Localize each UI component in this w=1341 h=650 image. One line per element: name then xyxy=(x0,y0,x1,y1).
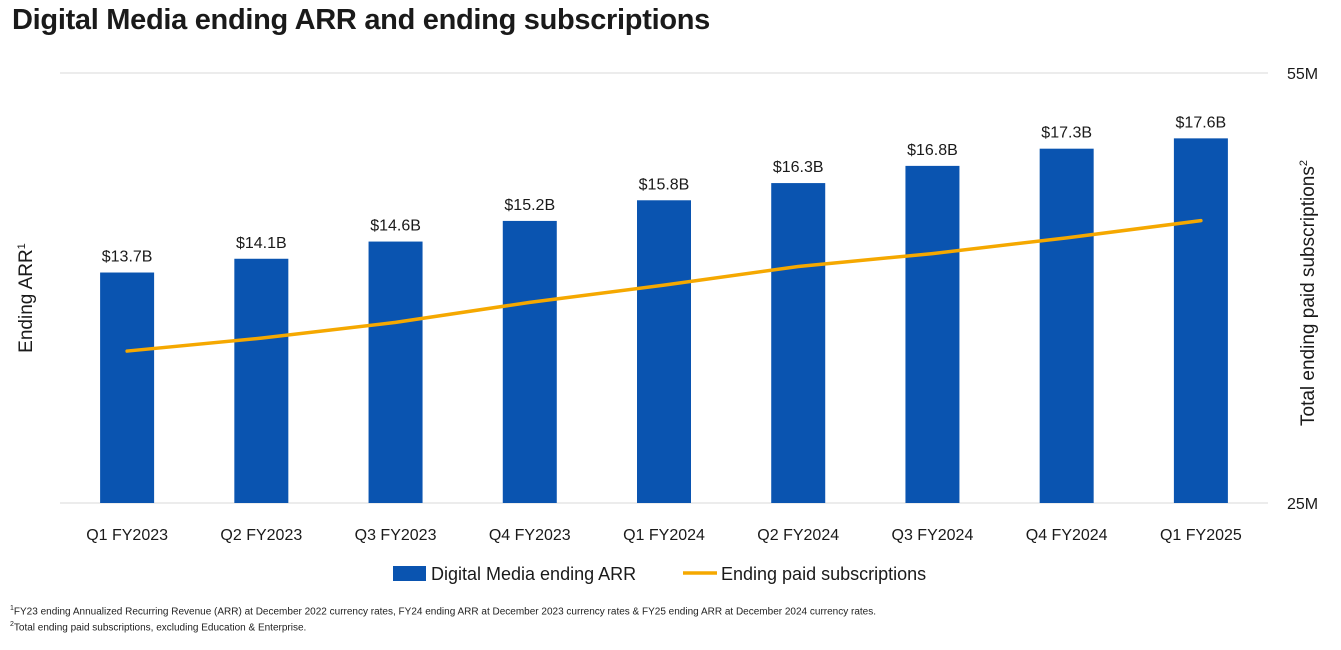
bar-value-label-2: $14.1B xyxy=(236,235,287,252)
bar-9 xyxy=(1173,138,1228,504)
y2-axis-label: Total ending paid subscriptions2 xyxy=(1298,160,1319,426)
footnote-2: 2Total ending paid subscriptions, exclud… xyxy=(10,621,306,633)
bar-8 xyxy=(1039,148,1094,503)
x-tick-label-2: Q2 FY2023 xyxy=(220,527,302,544)
bar-4 xyxy=(502,220,557,504)
bar-value-label-1: $13.7B xyxy=(102,249,153,266)
bar-6 xyxy=(771,183,826,503)
bar-value-label-8: $17.3B xyxy=(1041,125,1092,142)
x-tick-label-9: Q1 FY2025 xyxy=(1160,527,1242,544)
legend-label-bar: Digital Media ending ARR xyxy=(431,564,636,584)
bar-1 xyxy=(100,272,155,503)
footnote-1-marker: 1 xyxy=(10,605,14,612)
footnote-1-text: FY23 ending Annualized Recurring Revenue… xyxy=(13,606,877,618)
bar-7 xyxy=(905,165,960,503)
bar-5 xyxy=(637,200,691,503)
combo-chart: $13.7B $14.1B $14.6B $15.2B $15.8B $16.3B $16.… xyxy=(16,66,1319,584)
x-tick-label-5: Q1 FY2024 xyxy=(623,527,705,544)
bar-value-label-9: $17.6B xyxy=(1176,114,1227,131)
legend-label-line: Ending paid subscriptions xyxy=(721,564,926,584)
y-axis-label-superscript: 1 xyxy=(16,243,28,249)
x-tick-label-6: Q2 FY2024 xyxy=(757,527,839,544)
legend-swatch-bar xyxy=(393,566,426,581)
x-tick-label-7: Q3 FY2024 xyxy=(892,527,974,544)
footnote-2-text: Total ending paid subscriptions, excludi… xyxy=(13,622,307,634)
bar-value-label-3: $14.6B xyxy=(370,218,421,235)
y2-tick-label-top: 55M xyxy=(1287,66,1318,83)
bar-3 xyxy=(368,241,423,503)
chart-title: Digital Media ending ARR and ending subs… xyxy=(12,4,710,36)
x-tick-label-1: Q1 FY2023 xyxy=(86,527,168,544)
x-tick-label-3: Q3 FY2023 xyxy=(355,527,437,544)
bar-value-label-6: $16.3B xyxy=(773,159,824,176)
y2-axis-label-superscript: 2 xyxy=(1298,160,1310,166)
x-tick-label-4: Q4 FY2023 xyxy=(489,527,571,544)
footnote-1: 1FY23 ending Annualized Recurring Revenu… xyxy=(10,605,876,617)
bar-value-label-7: $16.8B xyxy=(907,142,958,159)
bar-2 xyxy=(234,258,289,503)
y2-tick-label-bottom: 25M xyxy=(1287,496,1318,513)
bar-value-label-4: $15.2B xyxy=(504,197,555,214)
x-tick-label-8: Q4 FY2024 xyxy=(1026,527,1108,544)
footnote-2-marker: 2 xyxy=(10,621,14,628)
y-axis-label: Ending ARR1 xyxy=(16,243,37,353)
bar-value-label-5: $15.8B xyxy=(639,176,690,193)
